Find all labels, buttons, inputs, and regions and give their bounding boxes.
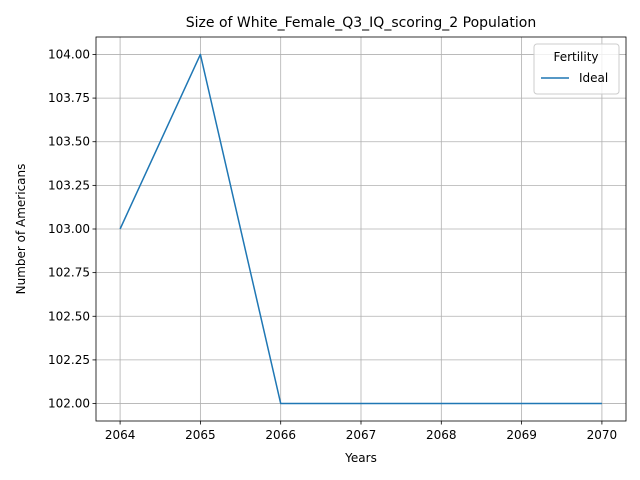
y-tick-label: 103.25: [48, 178, 90, 192]
x-tick-label: 2069: [506, 428, 537, 442]
legend: Fertility Ideal: [533, 43, 620, 95]
y-tick-label: 102.50: [48, 309, 90, 323]
y-tick-label: 103.75: [48, 91, 90, 105]
x-tick-label: 2065: [185, 428, 216, 442]
series-layer: [119, 53, 602, 405]
y-tick-label: 102.25: [48, 353, 90, 367]
chart-title: Size of White_Female_Q3_IQ_scoring_2 Pop…: [186, 15, 536, 31]
x-axis-label: Years: [344, 451, 377, 465]
y-tick-label: 104.00: [48, 47, 90, 61]
y-axis-label: Number of Americans: [14, 164, 28, 295]
series-line-ideal: [119, 53, 602, 405]
x-tick-label: 2066: [265, 428, 296, 442]
legend-box: [533, 43, 620, 95]
y-tick-label: 103.50: [48, 135, 90, 149]
y-axis-ticks: 102.00 102.25 102.50 102.75 103.00 103.25 103.…: [48, 47, 96, 411]
x-axis-ticks: 2064 2065 2066 2067 2068 2069 2070: [105, 421, 617, 442]
y-tick-label: 102.00: [48, 397, 90, 411]
legend-title: Fertility: [553, 50, 598, 64]
x-tick-label: 2064: [105, 428, 136, 442]
x-tick-label: 2068: [426, 428, 457, 442]
legend-label-ideal: Ideal: [579, 71, 608, 85]
grid-lines: [96, 37, 626, 421]
x-tick-label: 2070: [587, 428, 618, 442]
y-tick-label: 102.75: [48, 266, 90, 280]
x-tick-label: 2067: [346, 428, 377, 442]
y-tick-label: 103.00: [48, 222, 90, 236]
